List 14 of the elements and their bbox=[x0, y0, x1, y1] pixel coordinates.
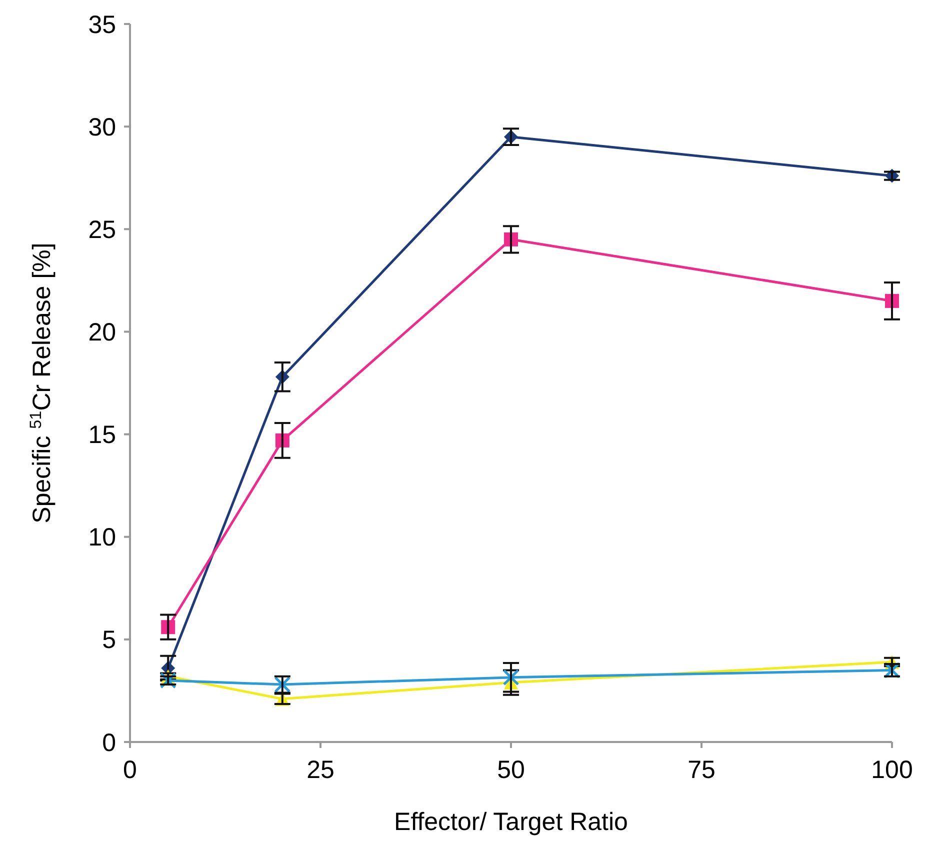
y-tick-label: 25 bbox=[88, 216, 116, 244]
y-tick-label: 30 bbox=[88, 113, 116, 142]
x-axis-title: Effector/ Target Ratio bbox=[394, 808, 628, 836]
x-tick-label: 25 bbox=[306, 756, 334, 784]
y-tick-label: 35 bbox=[88, 10, 116, 39]
y-tick-label: 0 bbox=[102, 728, 116, 757]
x-tick-label: 0 bbox=[123, 756, 137, 784]
y-tick-label: 5 bbox=[102, 626, 116, 654]
y-tick-label: 20 bbox=[88, 318, 116, 346]
y-tick-label: 15 bbox=[88, 421, 116, 450]
x-tick-label: 75 bbox=[688, 756, 716, 784]
x-tick-label: 100 bbox=[871, 756, 913, 784]
y-tick-label: 10 bbox=[88, 524, 116, 552]
x-tick-label: 50 bbox=[497, 756, 525, 784]
